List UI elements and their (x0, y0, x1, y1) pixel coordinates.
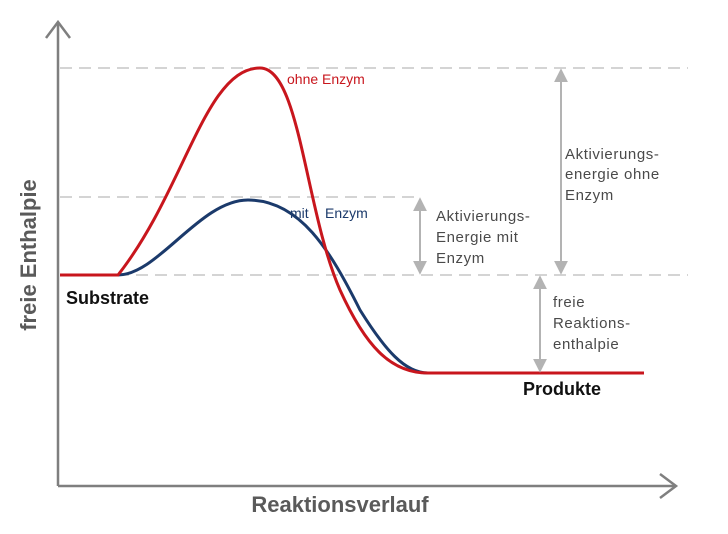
annotation-line: freie (553, 294, 585, 311)
curve-with-enzyme (60, 198, 644, 375)
x-axis-title: Reaktionsverlauf (251, 492, 429, 517)
label-without-enzyme: ohne Enzym (287, 71, 365, 87)
product-label: Produkte (523, 379, 601, 399)
annotation-line: energie ohne (565, 166, 660, 183)
label-with-enzyme-part1: mit (290, 205, 309, 221)
annotation-line: Enzym (436, 250, 485, 267)
annotation-reaction-enthalpy: freie Reaktions- enthalpie (553, 294, 631, 353)
y-axis-title: freie Enthalpie (16, 179, 41, 331)
annotation-activation-without-enzyme: Aktivierungs- energie ohne Enzym (565, 146, 660, 204)
annotation-line: Reaktions- (553, 315, 631, 332)
y-axis (45, 19, 71, 486)
x-axis (58, 473, 679, 499)
label-with-enzyme-part2: Enzym (325, 205, 368, 221)
annotation-line: enthalpie (553, 336, 619, 353)
annotation-line: Aktivierungs- (565, 146, 660, 163)
substrate-label: Substrate (66, 288, 149, 308)
annotation-line: Aktivierungs- (436, 208, 531, 225)
annotation-line: Enzym (565, 187, 614, 204)
annotation-line: Energie mit (436, 229, 519, 246)
annotation-activation-with-enzyme: Aktivierungs- Energie mit Enzym (436, 208, 531, 267)
curve-without-enzyme (60, 66, 644, 375)
